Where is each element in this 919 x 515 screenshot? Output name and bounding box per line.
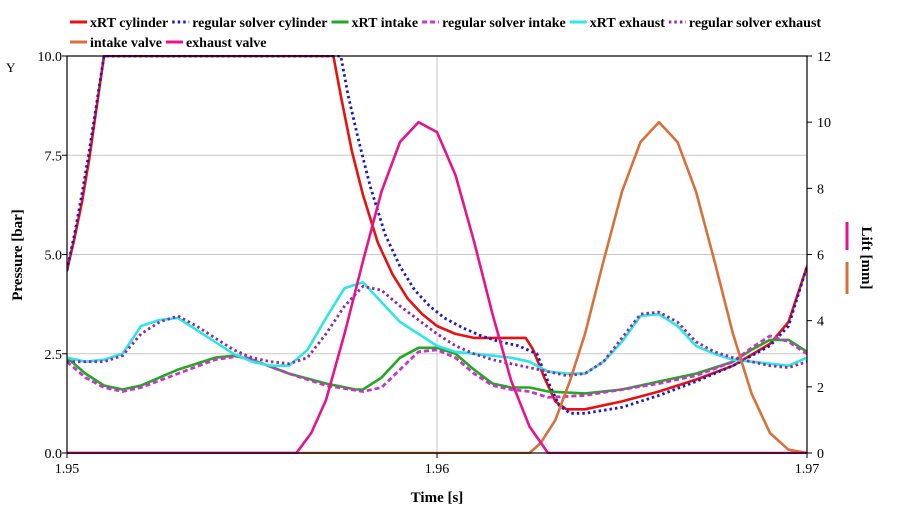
series-line-exhaust-valve xyxy=(67,120,807,454)
legend-item: xRT exhaust xyxy=(569,16,665,31)
corner-symbol: Υ xyxy=(6,60,16,75)
series-line-regular-solver-intake xyxy=(67,334,807,399)
y2-tick-label: 12 xyxy=(817,50,831,65)
legend-label: regular solver exhaust xyxy=(689,16,822,31)
x-tick-label: 1.96 xyxy=(425,462,450,477)
y-tick-label: 0.0 xyxy=(45,447,63,462)
x-tick-label: 1.97 xyxy=(795,462,820,477)
y-axis-label: Pressure [bar] xyxy=(10,209,26,301)
y-tick-label: 2.5 xyxy=(45,348,63,363)
x-tick-label: 1.95 xyxy=(55,462,80,477)
legend-item: regular solver exhaust xyxy=(668,16,822,31)
ticks: 1.95 1.96 1.97 0.0 2.5 5.0 7.5 10.0 0 2 4 6 8 10 12 xyxy=(38,50,832,477)
series-line-xRT-intake xyxy=(67,338,807,395)
y2-tick-label: 8 xyxy=(817,182,824,197)
y-tick-label: 5.0 xyxy=(45,249,63,264)
legend: xRT cylinder regular solver cylinder xRT i… xyxy=(70,16,821,51)
legend-item: xRT cylinder xyxy=(70,16,168,31)
legend-label: exhaust valve xyxy=(186,36,267,51)
x-axis-label: Time [s] xyxy=(411,490,464,506)
y-tick-label: 7.5 xyxy=(45,149,63,164)
series-line-regular-solver-cylinder xyxy=(67,55,807,415)
legend-label: regular solver intake xyxy=(442,16,566,31)
y2-tick-label: 4 xyxy=(817,315,824,330)
legend-label: xRT cylinder xyxy=(90,16,168,31)
series-line-intake-valve xyxy=(67,120,807,454)
legend-item: xRT intake xyxy=(331,16,419,31)
grid xyxy=(67,56,807,453)
legend-label: regular solver cylinder xyxy=(192,16,327,31)
y2-tick-label: 2 xyxy=(817,381,824,396)
legend-item: regular solver cylinder xyxy=(172,16,328,31)
legend-label: xRT intake xyxy=(352,16,419,31)
legend-item: regular solver intake xyxy=(422,16,566,31)
y2-axis-label: Lift [mm] xyxy=(858,227,874,290)
series-line-xRT-exhaust xyxy=(67,280,807,375)
y2-tick-label: 10 xyxy=(817,116,831,131)
y2-tick-label: 0 xyxy=(817,447,824,462)
legend-label: intake valve xyxy=(90,36,162,51)
legend-item: exhaust valve xyxy=(165,36,267,51)
y2-tick-label: 6 xyxy=(817,249,824,264)
legend-item: intake valve xyxy=(70,36,162,51)
y-tick-label: 10.0 xyxy=(38,50,63,65)
legend-label: xRT exhaust xyxy=(590,16,665,31)
